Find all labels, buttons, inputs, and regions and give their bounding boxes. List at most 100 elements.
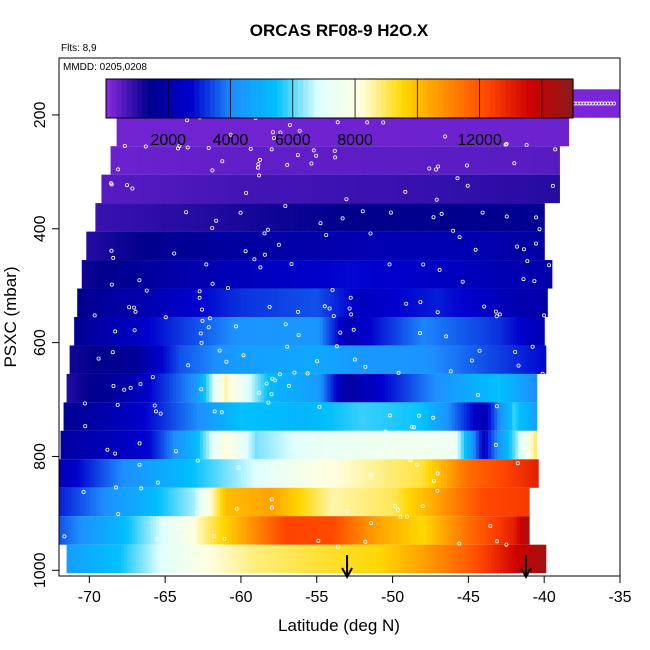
heatmap-cell: [438, 459, 442, 488]
heatmap-cell: [359, 288, 363, 317]
colorbar-segment: [521, 79, 527, 118]
heatmap-cell: [99, 544, 104, 574]
heatmap-cell: [143, 117, 148, 147]
data-point: [369, 473, 374, 478]
heatmap-cell: [210, 459, 215, 488]
heatmap-cell: [410, 317, 415, 346]
heatmap-cell: [227, 345, 231, 374]
data-point: [210, 281, 215, 286]
heatmap-cell: [250, 174, 254, 204]
heatmap-cell: [180, 203, 184, 232]
heatmap-cell: [495, 146, 500, 175]
heatmap-cell: [322, 516, 327, 545]
heatmap-cell: [286, 459, 291, 488]
heatmap-cell: [445, 402, 450, 431]
heatmap-cell: [491, 402, 495, 431]
colorbar-segment: [308, 79, 315, 118]
data-point: [421, 262, 426, 267]
heatmap-cell: [506, 430, 510, 460]
data-point: [197, 289, 202, 294]
heatmap-cell: [99, 402, 104, 431]
heatmap-cell: [368, 203, 372, 232]
heatmap-cell: [341, 231, 345, 261]
heatmap-cell: [283, 516, 288, 545]
heatmap-cell: [425, 487, 430, 517]
heatmap-cell: [139, 544, 143, 574]
heatmap-cell: [251, 402, 256, 431]
heatmap-cell: [307, 231, 312, 261]
heatmap-cell: [102, 544, 107, 574]
heatmap-cell: [410, 203, 415, 232]
heatmap-cell: [140, 487, 145, 517]
colorbar-segment: [541, 79, 548, 118]
heatmap-cell: [130, 430, 134, 460]
heatmap-cell: [195, 317, 200, 346]
heatmap-cell: [459, 174, 463, 204]
heatmap-cell: [433, 345, 438, 374]
heatmap-cell: [230, 430, 234, 460]
heatmap-cell: [507, 146, 512, 175]
heatmap-cell: [146, 317, 151, 346]
data-point: [264, 381, 269, 386]
heatmap-cell: [401, 146, 406, 175]
heatmap-cell: [486, 487, 491, 517]
heatmap-cell: [404, 117, 409, 147]
data-point: [416, 413, 421, 418]
colorbar-segment: [277, 79, 284, 118]
heatmap-cell: [428, 146, 433, 175]
x-tick-label: -60: [229, 589, 252, 606]
heatmap-cell: [213, 117, 218, 147]
heatmap-cell: [394, 260, 398, 289]
heatmap-cell: [466, 345, 471, 374]
data-point: [515, 461, 520, 466]
heatmap-cell: [442, 430, 447, 460]
heatmap-cell: [457, 373, 462, 403]
heatmap-cell: [503, 430, 507, 460]
heatmap-cell: [250, 117, 254, 147]
heatmap-cell: [347, 203, 351, 232]
heatmap-cell: [62, 487, 66, 517]
heatmap-cell: [96, 373, 101, 403]
heatmap-cell: [283, 288, 288, 317]
heatmap-cell: [344, 174, 348, 204]
heatmap-cell: [435, 231, 439, 261]
heatmap-cell: [68, 459, 72, 488]
heatmap-layer: [110, 146, 560, 175]
heatmap-cell: [529, 174, 533, 204]
heatmap-cell: [347, 231, 351, 261]
heatmap-cell: [198, 231, 203, 261]
heatmap-cell: [395, 288, 400, 317]
heatmap-cell: [439, 373, 444, 403]
data-point: [252, 257, 257, 262]
heatmap-cell: [263, 373, 268, 403]
heatmap-cell: [498, 117, 503, 147]
heatmap-cell: [298, 288, 303, 317]
heatmap-cell: [218, 345, 222, 374]
heatmap-cell: [375, 373, 380, 403]
heatmap-cell: [384, 373, 389, 403]
heatmap-cell: [482, 402, 486, 431]
heatmap-cell: [178, 544, 183, 574]
heatmap-cell: [159, 487, 163, 517]
heatmap-cell: [310, 459, 315, 488]
heatmap-cell: [230, 544, 234, 574]
heatmap-cell: [397, 544, 401, 574]
heatmap-cell: [453, 487, 457, 517]
heatmap-cell: [240, 117, 245, 147]
heatmap-cell: [239, 345, 244, 374]
heatmap-cell: [98, 317, 103, 346]
heatmap-cell: [284, 544, 289, 574]
data-point: [520, 446, 525, 451]
heatmap-cell: [166, 373, 171, 403]
heatmap-cell: [468, 203, 473, 232]
heatmap-cell: [519, 146, 524, 175]
heatmap-cell: [337, 117, 342, 147]
heatmap-cell: [347, 117, 351, 147]
heatmap-cell: [475, 430, 480, 460]
colorbar-segment: [225, 79, 232, 118]
heatmap-cell: [442, 373, 447, 403]
heatmap-layer: [66, 373, 538, 403]
data-point: [286, 383, 291, 388]
heatmap-cell: [363, 430, 368, 460]
